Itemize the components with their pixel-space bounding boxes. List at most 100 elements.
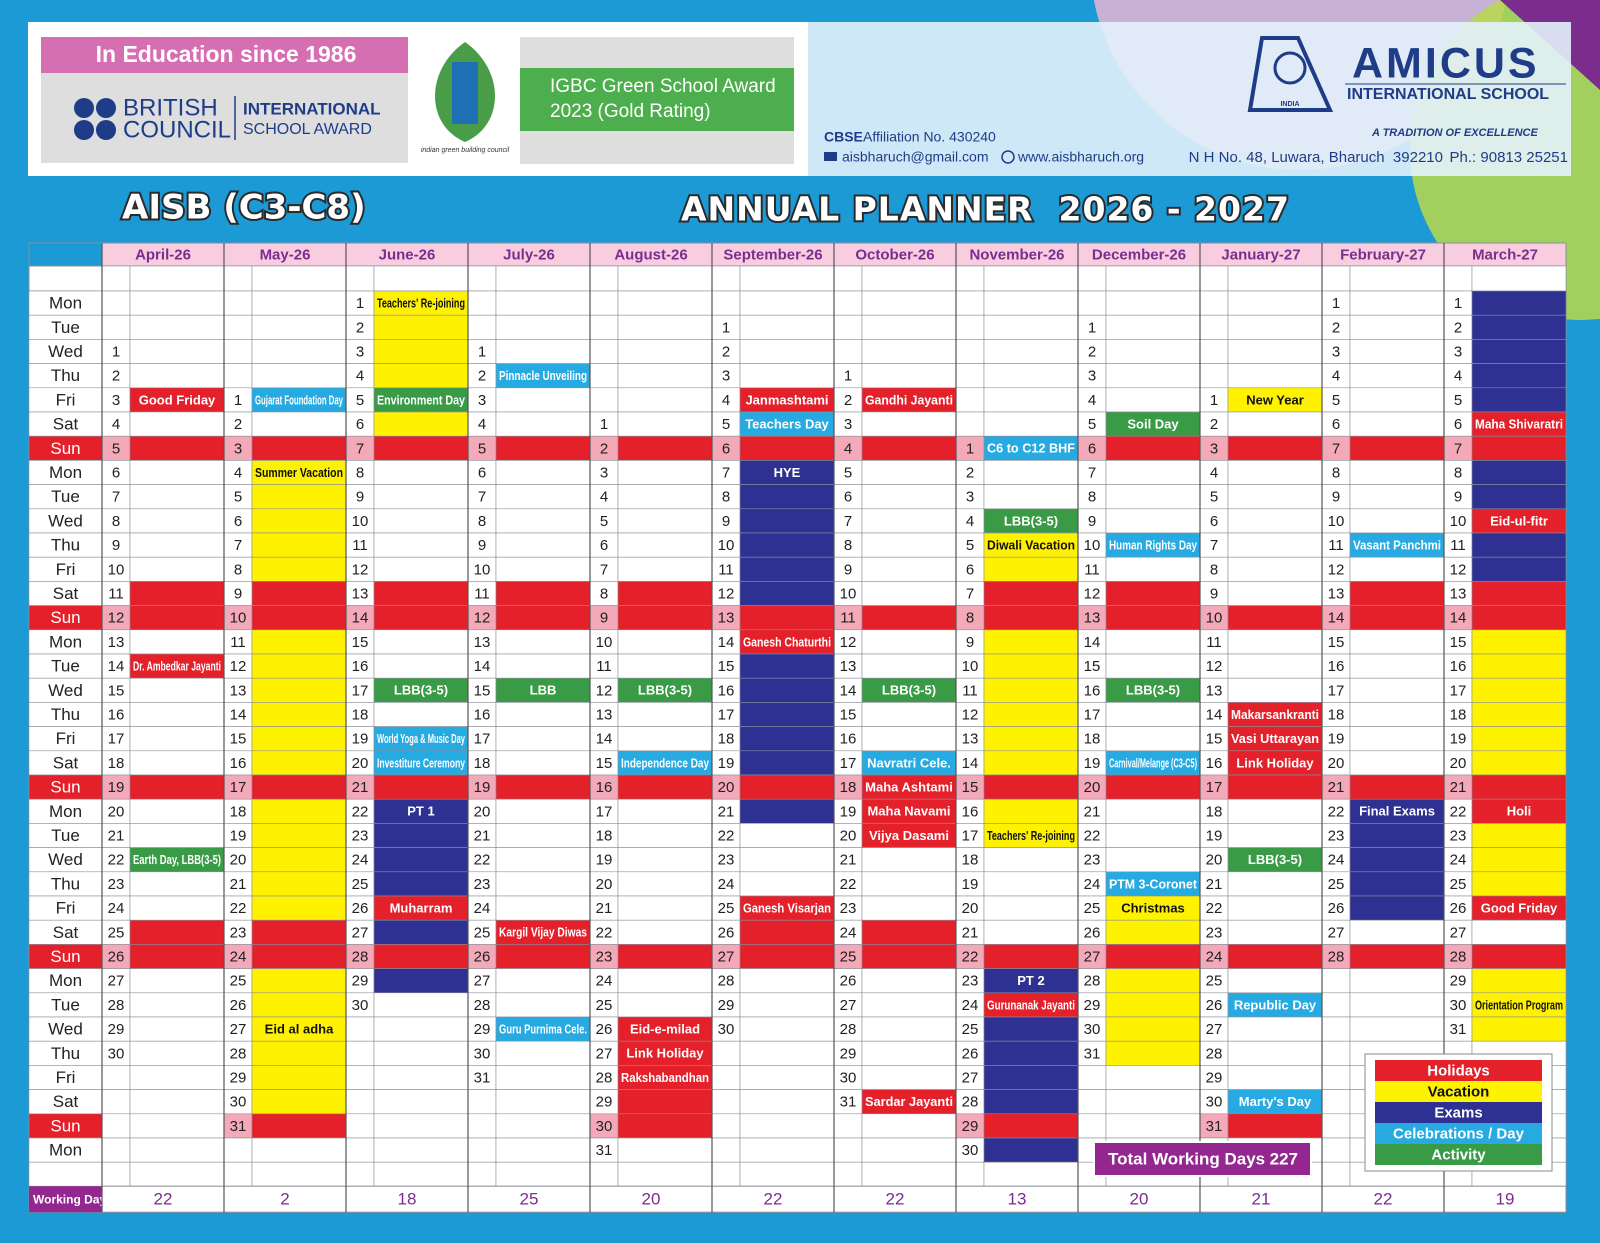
event-cell [1105,581,1201,606]
date-cell [1321,290,1351,316]
event-cell [1227,605,1323,631]
date: 31 [1450,1021,1467,1038]
date-cell [1199,484,1229,510]
event-cell [129,702,225,727]
date: 3 [844,416,852,433]
date: 20 [840,827,857,844]
date-cell [467,460,497,485]
date-cell [101,460,131,485]
date-cell [711,1065,741,1090]
date-cell [955,1113,985,1139]
event-label: Eid-ul-fitr [1490,513,1548,528]
event-cell [251,411,347,437]
date: 15 [1328,634,1345,651]
event-cell [1227,992,1323,1018]
date-cell [711,702,741,727]
date: 24 [352,852,369,869]
date-cell [345,605,375,631]
event-cell [861,774,957,800]
event-cell [495,556,591,582]
weekday: Sun [50,947,80,966]
event-cell [251,774,347,800]
date: 5 [722,416,730,433]
weekday-blank [28,265,103,292]
date-cell [1321,1113,1351,1139]
date-cell [955,1065,985,1090]
event-cell [739,1137,835,1163]
date: 17 [596,803,613,820]
event-cell [373,944,469,969]
date-cell [833,944,863,969]
date: 18 [230,803,247,820]
date: 25 [1450,876,1467,893]
date: 16 [1450,658,1467,675]
date: 12 [1206,658,1223,675]
event-cell [373,1113,469,1139]
event-cell [495,363,591,389]
event-cell [251,556,347,582]
event-cell [129,823,225,848]
date-cell [467,1113,497,1139]
event-cell [1349,677,1445,703]
event-cell [617,339,713,364]
date: 24 [718,876,735,893]
weekday-cell [28,460,103,485]
date: 24 [108,900,125,917]
event-cell [739,290,835,316]
event-cell [617,798,713,824]
event-cell [739,363,835,389]
event-cell [617,750,713,776]
date: 21 [1084,803,1101,820]
weekday: Sat [53,415,79,434]
event-cell [1227,798,1323,824]
date: 13 [1450,585,1467,602]
event-cell [1471,363,1567,389]
date: 8 [356,464,364,481]
date: 7 [234,537,242,554]
planner-grid: Mon Tue Wed Thu Fri Sat Sun Mon Tue Wed Thu Fri Sat S… [28,242,1567,1213]
event-label: Ganesh Visarjan [743,901,831,916]
date-cell [101,484,131,510]
event-cell [495,435,591,461]
date: 30 [1084,1021,1101,1038]
date-cell [589,290,619,316]
event-cell [739,605,835,631]
date: 19 [230,827,247,844]
event-cell [251,339,347,364]
date-cell [223,1113,253,1139]
date: 9 [356,489,364,506]
event-cell [739,484,835,510]
date-cell [1077,871,1107,897]
event-label: Final Exams [1359,804,1435,819]
weekday: Wed [48,511,83,530]
date-cell [833,968,863,994]
date-cell [345,460,375,485]
date: 12 [108,610,125,627]
weekday: Wed [48,1020,83,1039]
date: 25 [718,900,735,917]
since-text: In Education since 1986 [96,41,357,67]
date-cell [467,532,497,558]
date: 21 [108,827,125,844]
event-cell [495,677,591,703]
blank-cell [711,265,741,292]
date-cell [589,968,619,994]
date: 29 [840,1045,857,1062]
event-cell [495,581,591,606]
event-label: LBB(3-5) [638,683,692,698]
event-label: Environment Day [377,392,466,407]
date: 3 [356,343,364,360]
date-cell [833,411,863,437]
weekday-cell [28,581,103,606]
event-cell [373,798,469,824]
event-cell [617,1016,713,1042]
event-cell [129,460,225,485]
date-cell [345,581,375,606]
month-name: February-27 [1340,246,1426,263]
event-cell [1105,823,1201,848]
weekday-cell [28,532,103,558]
event-cell [373,1065,469,1090]
date-cell [955,847,985,873]
date: 1 [1332,295,1340,312]
end-cell [1321,1161,1351,1187]
